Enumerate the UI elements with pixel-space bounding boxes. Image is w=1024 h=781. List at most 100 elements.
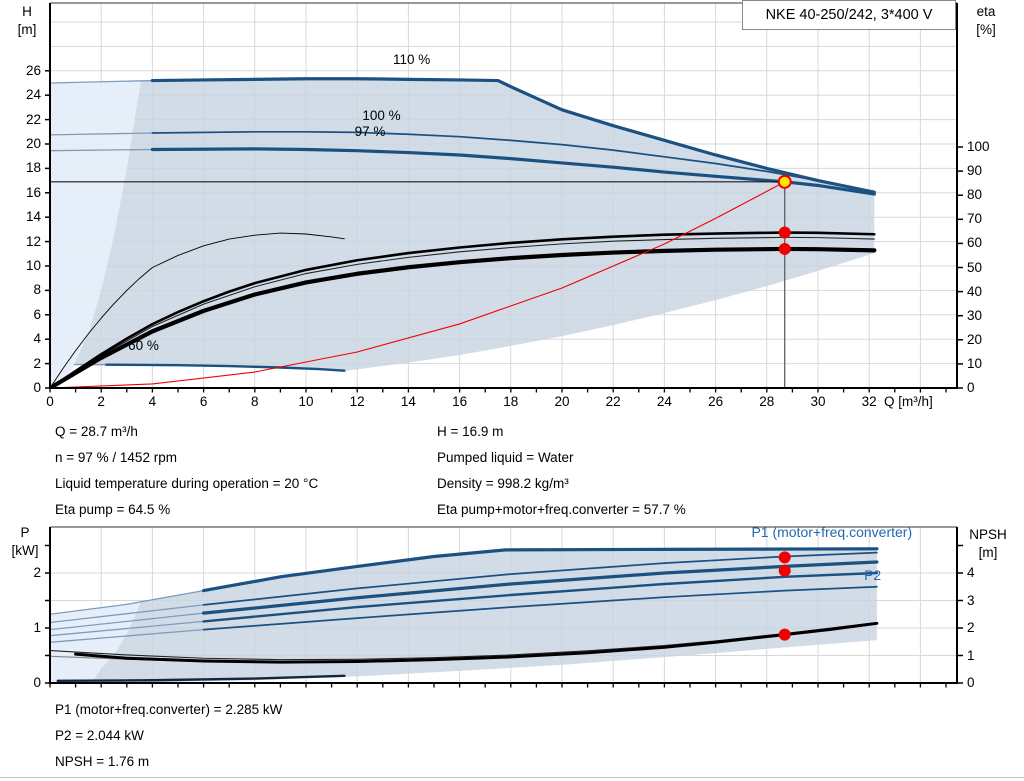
info-temperature: Liquid temperature during operation = 20…: [55, 476, 319, 491]
info-p1: P1 (motor+freq.converter) = 2.285 kW: [55, 702, 283, 717]
p1-97-curve: [202, 551, 878, 606]
p-min-family-curve: [202, 585, 878, 631]
h-tick-label: 20: [25, 136, 41, 151]
x-tick-label: 10: [298, 394, 314, 409]
h-tick-label: 16: [25, 184, 41, 200]
q-axis-title: Q [m³/h]: [884, 394, 933, 409]
bottom-divider: [0, 777, 1024, 778]
info-speed: n = 97 % / 1452 rpm: [55, 450, 177, 465]
eta-tick-label: 80: [967, 187, 983, 203]
speed-label-0: 110 %: [393, 51, 431, 67]
h-tick-label: 22: [25, 111, 41, 127]
x-tick-label: 18: [503, 394, 519, 409]
eta-axis-name: eta: [976, 4, 996, 19]
p-tick-label: 2: [33, 565, 41, 580]
speed-label-2: 97 %: [354, 124, 386, 140]
duty-point-marker: [777, 174, 792, 189]
npsh-tick-label: 1: [967, 647, 975, 663]
npsh-tick-label: 4: [967, 565, 975, 580]
eta-min-speed-curve: [50, 232, 345, 388]
h-tick-label: 4: [33, 331, 41, 347]
p-axis-unit: [kW]: [11, 543, 39, 558]
eta-tick-label: 0: [967, 380, 975, 395]
eta-tick-label: 100: [967, 139, 990, 154]
x-tick-label: 4: [148, 394, 157, 409]
curve-label-1: P2: [864, 567, 882, 584]
pump-title-box: NKE 40-250/242, 3*400 V: [742, 0, 956, 30]
speed-110-curve: [150, 77, 876, 194]
x-tick-label: 32: [861, 394, 877, 409]
x-tick-label: 16: [452, 394, 468, 409]
h-tick-label: 18: [25, 160, 41, 176]
eta-tick-label: 60: [967, 235, 983, 251]
info-head: H = 16.9 m: [437, 424, 504, 439]
eta-tick-label: 30: [967, 307, 983, 323]
system-curve: [50, 181, 786, 388]
eta-tick-label: 10: [967, 355, 983, 371]
x-tick-label: 22: [605, 394, 621, 409]
x-tick-label: 26: [708, 394, 724, 409]
h-tick-label: 10: [25, 258, 41, 273]
x-tick-label: 28: [759, 394, 775, 409]
min-speed-curve: [105, 363, 346, 372]
h-axis-unit: [m]: [17, 22, 37, 37]
x-tick-label: 2: [97, 394, 105, 409]
h-tick-label: 24: [25, 87, 41, 103]
info-liquid: Pumped liquid = Water: [437, 450, 574, 465]
h-tick-label: 6: [33, 306, 41, 322]
x-tick-label: 20: [554, 394, 570, 409]
qh-envelope-main: [74, 78, 875, 371]
h-tick-label: 14: [25, 209, 41, 225]
info-eta-total: Eta pump+motor+freq.converter = 57.7 %: [437, 502, 686, 517]
curve-label-0: P1 (motor+freq.converter): [751, 523, 913, 540]
x-tick-label: 14: [400, 394, 416, 409]
p2-97-curve: [202, 571, 879, 623]
npsh-axis-name: NPSH: [969, 527, 1007, 542]
qh-operating-point-1: [778, 242, 791, 255]
x-tick-label: 0: [46, 394, 54, 409]
info-density: Density = 998.2 kg/m³: [437, 476, 569, 491]
pump-title: NKE 40-250/242, 3*400 V: [765, 7, 933, 23]
p-axis-name: P: [20, 525, 30, 540]
x-tick-label: 30: [810, 394, 826, 409]
x-tick-label: 6: [199, 394, 208, 409]
eta-total-curve: [50, 246, 877, 388]
qh-envelope-light: [50, 80, 141, 388]
info-npsh: NPSH = 1.76 m: [55, 754, 150, 769]
h-axis-name: H: [22, 4, 32, 19]
npsh-axis-unit: [m]: [978, 545, 998, 560]
p-axis-title: P [kW]: [2, 522, 48, 561]
x-tick-label: 12: [349, 394, 365, 409]
pq-operating-point-0: [778, 551, 791, 564]
qh-operating-point-0: [778, 226, 791, 239]
eta-tick-label: 40: [967, 283, 983, 299]
pq-operating-point-1: [778, 564, 791, 577]
h-axis-title: H [m]: [6, 1, 48, 40]
info-eta-pump: Eta pump = 64.5 %: [55, 502, 171, 517]
p-tick-label: 1: [33, 620, 41, 635]
npsh-tick-label: 0: [967, 675, 975, 690]
pq-operating-point-2: [778, 628, 791, 641]
speed-100-curve: [151, 130, 876, 193]
npsh-axis-title: NPSH [m]: [960, 524, 1016, 563]
h-tick-label: 26: [25, 62, 41, 78]
eta-axis-title: eta [%]: [964, 1, 1008, 40]
eta-tick-label: 70: [967, 211, 983, 227]
p2-min-speed-curve: [56, 674, 346, 682]
p1-110-curve: [202, 547, 879, 593]
eta-tick-label: 90: [967, 163, 983, 179]
h-tick-label: 12: [25, 233, 41, 249]
eta-axis-unit: [%]: [976, 22, 996, 37]
h-tick-label: 8: [33, 282, 41, 298]
x-tick-label: 8: [251, 394, 259, 409]
info-p2: P2 = 2.044 kW: [55, 728, 144, 743]
info-flow: Q = 28.7 m³/h: [55, 424, 138, 439]
npsh-tick-label: 3: [967, 592, 975, 608]
speed-label-1: 100 %: [362, 107, 401, 123]
x-tick-label: 24: [656, 394, 672, 409]
h-tick-label: 0: [33, 380, 41, 395]
speed-label-3: 60 %: [128, 337, 159, 353]
p2-110-curve: [202, 560, 879, 615]
